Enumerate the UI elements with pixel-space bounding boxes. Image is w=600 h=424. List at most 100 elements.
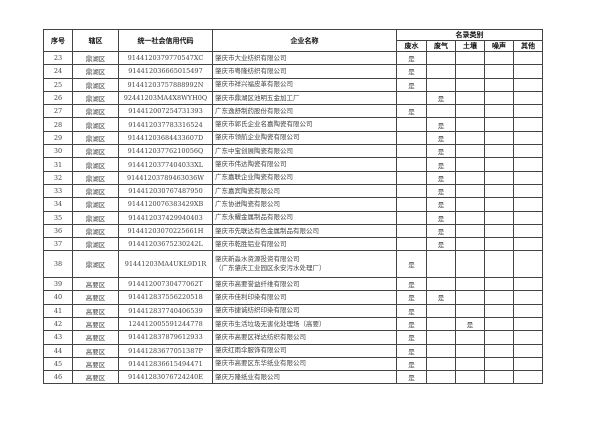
soil-cell (455, 370, 485, 385)
district-cell: 鼎湖区 (72, 144, 119, 159)
noise-cell (484, 330, 514, 345)
seq-cell: 27 (43, 104, 73, 119)
header-other: 其他 (512, 40, 544, 52)
other-cell (512, 223, 544, 239)
seq-cell: 45 (43, 356, 73, 372)
company-name-cell: 肇庆市领航企业陶瓷有限公司 (212, 130, 397, 146)
company-name-cell: 肇庆市高要区东华纸业有限公司 (212, 356, 397, 372)
credit-code-cell: 92441203MA4X8WYH0Q (118, 90, 213, 106)
waste-gas-cell (426, 370, 456, 385)
seq-cell: 31 (43, 157, 73, 172)
noise-cell (484, 170, 514, 185)
other-cell (512, 303, 544, 318)
company-name-cell: 广东永耀金属制品有限公司 (212, 210, 397, 225)
soil-cell (455, 237, 485, 252)
waste-gas-cell: 是 (426, 90, 456, 106)
other-cell (512, 144, 544, 159)
table-row: 28 鼎湖区 914412037783316524 肇庆市郭氏企业名嘉陶瓷有限公司 是 (43, 117, 544, 132)
table-row: 43 高要区 914412837879612933 肇庆市高要区祥达纺织有限公司 是 (43, 330, 544, 345)
table-row: 27 鼎湖区 914412007254731393 广东逸舒制药股份有限公司 是 (43, 104, 544, 119)
other-cell (512, 50, 544, 66)
soil-cell: 是 (455, 316, 485, 332)
company-name: 肇庆市鼎湖区池明五金加工厂 (215, 93, 300, 102)
company-name: 肇庆市郭氏企业名嘉陶瓷有限公司 (215, 120, 313, 129)
header-soil: 土壤 (455, 40, 485, 52)
noise-cell (484, 77, 514, 92)
table-row: 34 鼎湖区 9144120076383429XB 广东协进陶瓷有限公司 是 (43, 197, 544, 212)
company-name: 肇庆市捷诚纺织印染有限公司 (215, 306, 300, 315)
district-cell: 高要区 (72, 343, 119, 358)
seq-cell: 29 (43, 130, 73, 146)
table-row: 35 鼎湖区 914412037429940403 广东永耀金属制品有限公司 是 (43, 210, 544, 225)
wastewater-cell: 是 (396, 303, 427, 318)
company-name: 肇庆市佳利印染有限公司 (215, 292, 287, 301)
waste-gas-cell (426, 104, 456, 119)
table-body: 23 鼎湖区 9144120379770547XC 肇庆市大业纺织有限公司是 24 鼎湖区… (43, 50, 544, 385)
wastewater-cell (396, 117, 427, 132)
company-name-cell: 肇庆市生活垃圾无害化处理场（高要） (212, 316, 397, 332)
soil-cell (455, 197, 485, 212)
credit-code-cell: 914412837740406539 (118, 303, 213, 318)
credit-code-cell: 914412837879612933 (118, 330, 213, 345)
waste-gas-cell: 是 (426, 210, 456, 225)
seq-cell: 34 (43, 197, 73, 212)
wastewater-cell (396, 157, 427, 172)
waste-gas-cell: 是 (426, 157, 456, 172)
other-cell (512, 316, 544, 332)
seq-cell: 37 (43, 237, 73, 252)
credit-code-cell: 914412007254731393 (118, 104, 213, 119)
other-cell (512, 330, 544, 345)
other-cell (512, 210, 544, 225)
wastewater-cell: 是 (396, 343, 427, 358)
table-row: 24 鼎湖区 914412036665015497 肇庆市粤隆纺织有限公司 是 (43, 64, 544, 79)
credit-code-cell: 9144120379770547XC (118, 50, 213, 66)
waste-gas-cell (426, 250, 456, 279)
wastewater-cell: 是 (396, 330, 427, 345)
district-cell: 鼎湖区 (72, 64, 119, 79)
wastewater-cell: 是 (396, 370, 427, 385)
wastewater-cell (396, 170, 427, 185)
table-row: 44 高要区 91441283677051387P 肇庆红雨伞服饰有限公司 是 (43, 343, 544, 358)
soil-cell (455, 50, 485, 66)
table-row: 23 鼎湖区 9144120379770547XC 肇庆市大业纺织有限公司 是 (43, 50, 544, 66)
table-row: 40 高要区 914412837556220518 肇庆市佳利印染有限公司 是是 (43, 290, 544, 305)
credit-code-cell: 91441203675230242L (118, 237, 213, 252)
company-name: 肇庆市乾胜铝业有限公司 (215, 239, 287, 248)
noise-cell (484, 104, 514, 119)
wastewater-cell: 是 (396, 316, 427, 332)
other-cell (512, 290, 544, 305)
wastewater-cell (396, 144, 427, 159)
wastewater-cell: 是 (396, 277, 427, 292)
company-name: 肇庆市祥兴福皮革有限公司 (215, 80, 293, 89)
noise-cell (484, 130, 514, 146)
soil-cell (455, 343, 485, 358)
company-name: 肇庆市先联达有色金属制品有限公司 (215, 226, 319, 235)
noise-cell (484, 250, 514, 279)
other-cell (512, 157, 544, 172)
waste-gas-cell (426, 316, 456, 332)
wastewater-cell: 是 (396, 104, 427, 119)
company-name: 肇庆市高要区祥达纺织有限公司 (215, 332, 306, 341)
other-cell (512, 343, 544, 358)
company-name-cell: 肇庆市粤隆纺织有限公司 (212, 64, 397, 79)
credit-code-cell: 91441283076724240E (118, 370, 213, 385)
company-name: 广东逸舒制药股份有限公司 (215, 106, 293, 115)
header-category: 名录类别 (395, 29, 544, 41)
table-row: 41 高要区 914412837740406539 肇庆市捷诚纺织印染有限公司 是 (43, 303, 544, 318)
soil-cell (455, 250, 485, 279)
seq-cell: 38 (43, 250, 73, 279)
noise-cell (484, 370, 514, 385)
credit-code-cell: 91441203684433607D (118, 130, 213, 146)
waste-gas-cell (426, 343, 456, 358)
other-cell (512, 197, 544, 212)
soil-cell (455, 277, 485, 292)
other-cell (512, 170, 544, 185)
wastewater-cell (396, 210, 427, 225)
header-seq: 序号 (43, 29, 73, 52)
noise-cell (484, 223, 514, 239)
wastewater-cell (396, 183, 427, 199)
noise-cell (484, 290, 514, 305)
company-name-cell: 广东中宝创展陶瓷有限公司 (212, 144, 397, 159)
credit-code-cell: 91441203789463036W (118, 170, 213, 185)
seq-cell: 35 (43, 210, 73, 225)
